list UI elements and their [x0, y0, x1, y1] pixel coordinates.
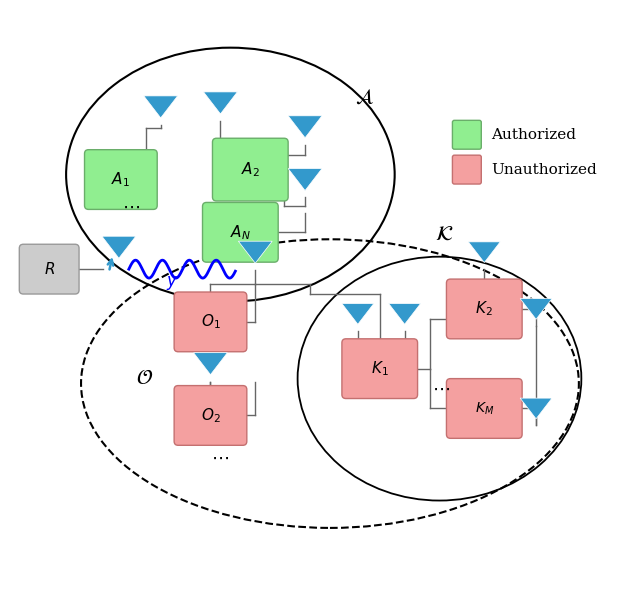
Polygon shape	[204, 92, 237, 114]
Text: $\cdots$: $\cdots$	[211, 449, 229, 467]
Text: $\mathcal{O}$: $\mathcal{O}$	[136, 369, 153, 388]
Polygon shape	[520, 398, 552, 419]
FancyBboxPatch shape	[19, 244, 79, 294]
Text: $K_1$: $K_1$	[371, 359, 388, 378]
Polygon shape	[193, 353, 227, 375]
FancyBboxPatch shape	[174, 386, 247, 446]
Polygon shape	[288, 169, 322, 191]
FancyBboxPatch shape	[447, 279, 522, 339]
Polygon shape	[238, 241, 272, 263]
FancyBboxPatch shape	[202, 203, 278, 262]
Text: $\mathcal{K}$: $\mathcal{K}$	[435, 225, 453, 244]
FancyBboxPatch shape	[452, 121, 481, 149]
Polygon shape	[102, 236, 136, 258]
Text: Authorized: Authorized	[492, 128, 576, 142]
Text: $A_2$: $A_2$	[241, 160, 260, 179]
Text: $O_1$: $O_1$	[200, 312, 220, 331]
Text: $O_2$: $O_2$	[200, 406, 220, 425]
Text: $K_M$: $K_M$	[475, 400, 494, 416]
Polygon shape	[144, 96, 178, 118]
Text: $\mathcal{A}$: $\mathcal{A}$	[355, 88, 374, 107]
FancyBboxPatch shape	[84, 150, 157, 210]
FancyBboxPatch shape	[342, 339, 417, 399]
Text: $A_1$: $A_1$	[111, 170, 131, 189]
Polygon shape	[520, 299, 552, 320]
Polygon shape	[288, 116, 322, 138]
Polygon shape	[342, 304, 374, 324]
Text: $R$: $R$	[44, 261, 55, 277]
Text: $y$: $y$	[166, 274, 178, 292]
FancyBboxPatch shape	[452, 155, 481, 184]
FancyBboxPatch shape	[212, 138, 288, 201]
Polygon shape	[388, 304, 420, 324]
Text: Unauthorized: Unauthorized	[492, 163, 597, 176]
FancyBboxPatch shape	[447, 378, 522, 438]
Text: $\cdots$: $\cdots$	[122, 197, 140, 216]
Text: $\cdots$: $\cdots$	[433, 380, 451, 397]
Text: $K_2$: $K_2$	[476, 299, 493, 318]
Polygon shape	[468, 242, 500, 263]
Text: $A_N$: $A_N$	[230, 223, 251, 242]
FancyBboxPatch shape	[174, 292, 247, 352]
